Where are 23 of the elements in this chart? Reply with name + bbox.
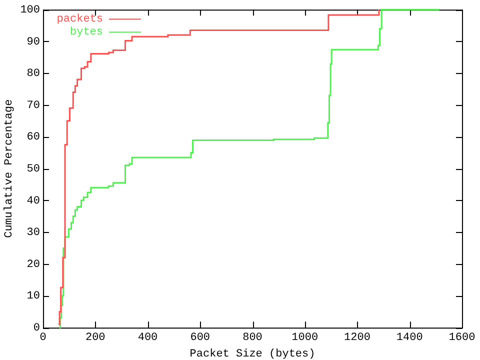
y-tick-label: 0 [33,322,40,335]
y-tick-label: 100 [20,4,40,17]
x-tick-label: 1400 [396,332,423,344]
y-tick-label: 90 [26,36,40,48]
y-axis-title: Cumulative Percentage [4,99,16,238]
y-tick-label: 10 [26,290,40,303]
x-tick-label: 1600 [448,332,476,344]
y-tick-label: 40 [26,195,40,208]
legend-label: bytes [70,26,104,39]
x-tick-label: 200 [85,332,106,344]
x-tick-label: 800 [242,332,262,344]
x-tick-label: 1200 [344,332,370,344]
x-axis-title: Packet Size (bytes) [190,348,316,360]
legend-label: packets [56,14,104,26]
y-tick-label: 80 [26,68,40,80]
y-tick-label: 60 [26,132,40,144]
x-tick-label: 400 [138,332,158,344]
x-tick-label: 1000 [292,332,318,344]
y-tick-label: 70 [26,100,40,112]
y-tick-label: 50 [26,164,40,176]
y-tick-label: 30 [26,227,40,240]
y-tick-label: 20 [26,258,40,271]
x-tick-label: 600 [190,332,210,344]
